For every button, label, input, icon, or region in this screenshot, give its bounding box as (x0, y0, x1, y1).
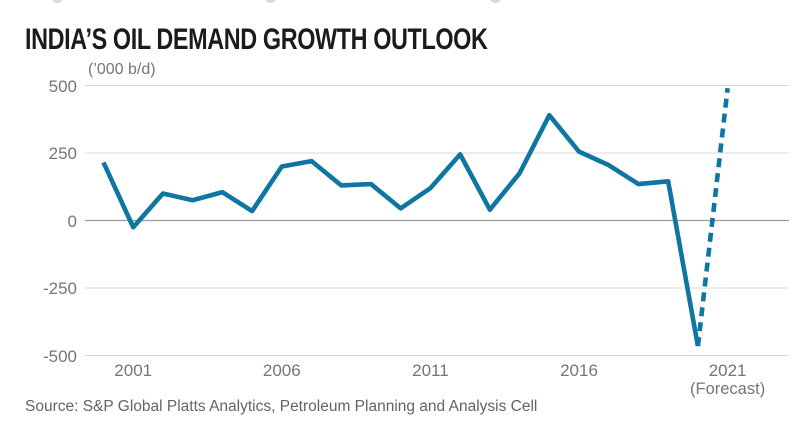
cropped-artifact (52, 0, 63, 3)
y-tick-label: -250 (42, 279, 77, 298)
y-tick-label: 0 (67, 211, 77, 231)
y-tick-label: -500 (42, 346, 77, 366)
forecast-line (695, 87, 730, 347)
x-tick-label: 2011 (412, 361, 449, 380)
y-tick-label: 500 (48, 76, 77, 96)
x-tick-label: 2016 (560, 361, 598, 380)
y-tick-label: 250 (48, 144, 77, 163)
y-axis-unit-label: (’000 b/d) (88, 61, 156, 78)
forecast-sublabel: (Forecast) (690, 380, 766, 398)
cropped-artifact (490, 0, 501, 3)
source-attribution: Source: S&P Global Platts Analytics, Pet… (25, 398, 538, 415)
x-tick-label: 2021 (Forecast) (683, 361, 773, 399)
chart-title: INDIA’S OIL DEMAND GROWTH OUTLOOK (25, 23, 488, 56)
x-tick-label: 2001 (114, 361, 153, 380)
cropped-artifact (265, 0, 276, 3)
historical-line (101, 112, 701, 347)
x-tick-label: 2006 (262, 361, 301, 380)
